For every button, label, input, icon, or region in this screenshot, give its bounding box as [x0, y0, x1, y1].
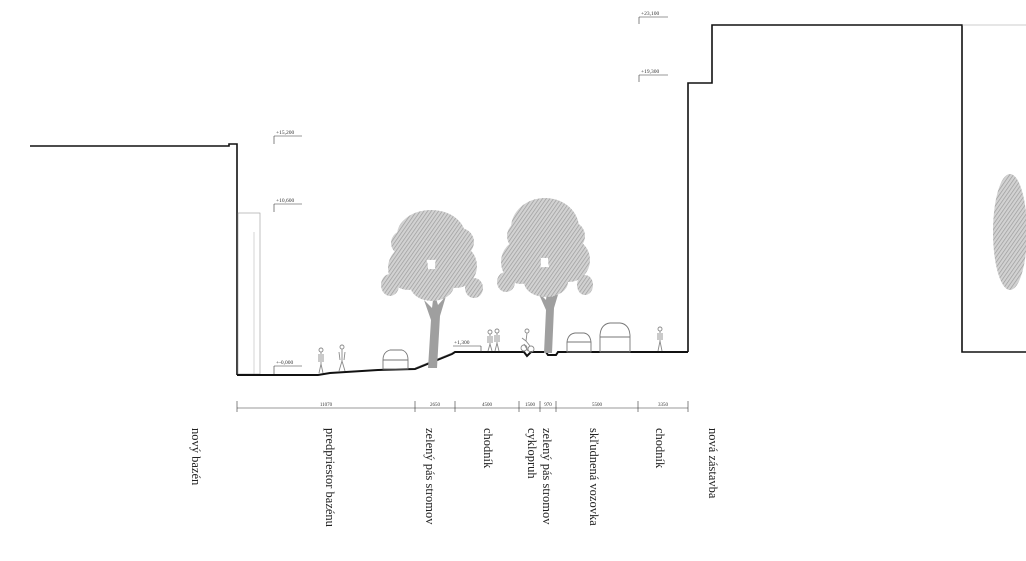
- level-marker-19300: +19,300: [638, 69, 668, 82]
- dimension-label-1: 11070: [320, 403, 333, 408]
- zone-label-chodnik-1: chodník: [481, 428, 495, 469]
- dimension-label-3: 4500: [482, 403, 493, 408]
- zone-label-vozovka: skľudnená vozovka: [587, 428, 601, 526]
- ground-profile: [237, 351, 688, 376]
- zone-label-zeleny-pas-1: zelený pás stromov: [423, 428, 437, 525]
- dimension-label-2: 2650: [430, 403, 441, 408]
- tree-left: [381, 210, 483, 368]
- tree-right: [497, 198, 593, 353]
- zone-label-cyklopruh: cyklopruh: [525, 428, 539, 479]
- level-marker-15200: +15,200: [273, 130, 302, 144]
- zone-label-chodnik-2: chodník: [653, 428, 667, 469]
- level-marker-10600: +10,600: [273, 198, 302, 212]
- dimension-label-6: 5500: [592, 403, 603, 408]
- zone-label-zeleny-pas-2: zelený pás stromov: [540, 428, 554, 525]
- dimension-label-7: 3350: [658, 403, 669, 408]
- level-label-0000: +-0,000: [276, 360, 294, 366]
- zone-label-novy-bazen: nový bazén: [189, 428, 203, 486]
- vehicle-road-left: [566, 332, 592, 353]
- zone-label-predpriestor: predpriestor bazénu: [323, 428, 337, 528]
- tree-distant: [993, 174, 1026, 290]
- level-label-15200: +15,200: [276, 130, 294, 136]
- level-label-23100: +23,100: [641, 11, 659, 17]
- pedestrian-figures: [318, 326, 663, 374]
- vehicle-road-right: [599, 322, 631, 353]
- pool-glazing: [237, 212, 261, 375]
- dimension-label-4: 1500: [525, 403, 536, 408]
- dimension-label-5: 970: [544, 403, 552, 408]
- zone-label-nova-zastavba: nová zástavba: [706, 428, 720, 499]
- level-marker-23100: +23,100: [638, 11, 668, 24]
- level-label-19300: +19,300: [641, 69, 659, 75]
- level-label-10600: +10,600: [276, 198, 294, 204]
- pool-building: [30, 143, 238, 375]
- level-label-1300: +1,300: [454, 340, 470, 346]
- new-development-building: [687, 24, 1026, 353]
- cyclist-figure: [520, 328, 535, 353]
- vehicle-pool-forecourt: [382, 349, 409, 370]
- dimension-chain: [236, 401, 689, 412]
- level-marker-1300: +1,300: [453, 340, 482, 352]
- level-marker-0000: +-0,000: [273, 360, 302, 374]
